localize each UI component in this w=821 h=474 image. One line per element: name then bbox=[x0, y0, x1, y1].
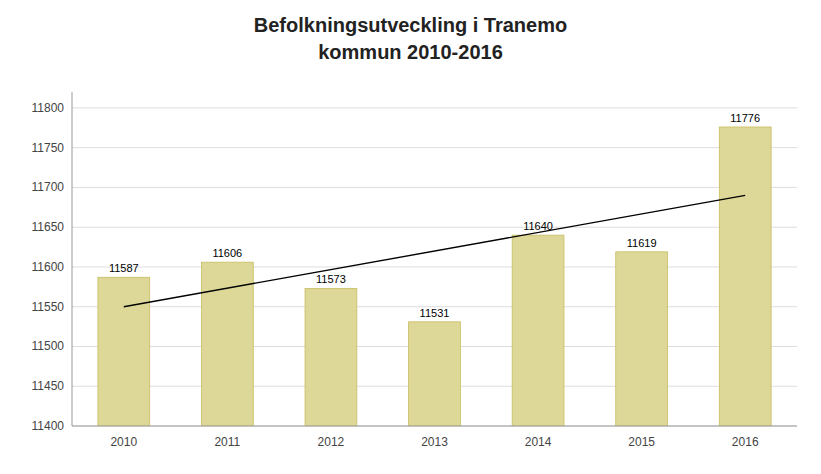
data-label: 11587 bbox=[109, 262, 139, 274]
chart: Befolkningsutveckling i Tranemo kommun 20… bbox=[0, 0, 821, 474]
x-tick-label: 2016 bbox=[732, 435, 759, 449]
y-tick-label: 11750 bbox=[32, 141, 65, 155]
grid-line bbox=[72, 187, 797, 188]
x-tick-label: 2015 bbox=[628, 435, 655, 449]
grid-line bbox=[72, 266, 797, 267]
bar bbox=[201, 262, 253, 426]
bar bbox=[719, 127, 771, 426]
y-tick-label: 11600 bbox=[32, 260, 65, 274]
bar bbox=[305, 288, 357, 426]
x-axis-line bbox=[72, 426, 797, 427]
data-label: 11531 bbox=[420, 307, 450, 319]
bar bbox=[512, 235, 564, 426]
trend-line bbox=[124, 195, 745, 306]
y-tick-label: 11650 bbox=[32, 220, 65, 234]
data-label: 11573 bbox=[316, 273, 346, 285]
bar bbox=[98, 277, 150, 426]
y-tick-label: 11450 bbox=[32, 379, 65, 393]
bar bbox=[409, 322, 461, 426]
title-line: Befolkningsutveckling i Tranemo bbox=[254, 14, 567, 36]
y-tick-label: 11550 bbox=[32, 300, 65, 314]
x-tick-label: 2011 bbox=[214, 435, 240, 449]
grid-line bbox=[72, 107, 797, 108]
title: Befolkningsutveckling i Tranemo kommun 20… bbox=[254, 14, 567, 63]
y-tick-label: 11800 bbox=[32, 101, 65, 115]
data-label: 11619 bbox=[627, 237, 657, 249]
grid bbox=[72, 108, 797, 426]
y-tick-label: 11700 bbox=[32, 180, 65, 194]
grid-line bbox=[72, 227, 797, 228]
plot-area bbox=[98, 127, 771, 426]
data-label: 11640 bbox=[523, 220, 553, 232]
x-tick-label: 2013 bbox=[421, 435, 448, 449]
data-label: 11606 bbox=[212, 247, 242, 259]
y-tick-label: 11400 bbox=[32, 419, 65, 433]
grid-line bbox=[72, 426, 797, 427]
grid-line bbox=[72, 147, 797, 148]
x-tick-label: 2012 bbox=[318, 435, 345, 449]
bar bbox=[616, 252, 668, 426]
x-tick-label: 2010 bbox=[110, 435, 137, 449]
x-tick-label: 2014 bbox=[525, 435, 552, 449]
chart-container: Befolkningsutveckling i Tranemo kommun 20… bbox=[0, 0, 821, 474]
y-tick-label: 11500 bbox=[32, 339, 65, 353]
data-label: 11776 bbox=[730, 112, 760, 124]
y-axis-line bbox=[72, 92, 73, 426]
title-line: kommun 2010-2016 bbox=[318, 41, 503, 63]
